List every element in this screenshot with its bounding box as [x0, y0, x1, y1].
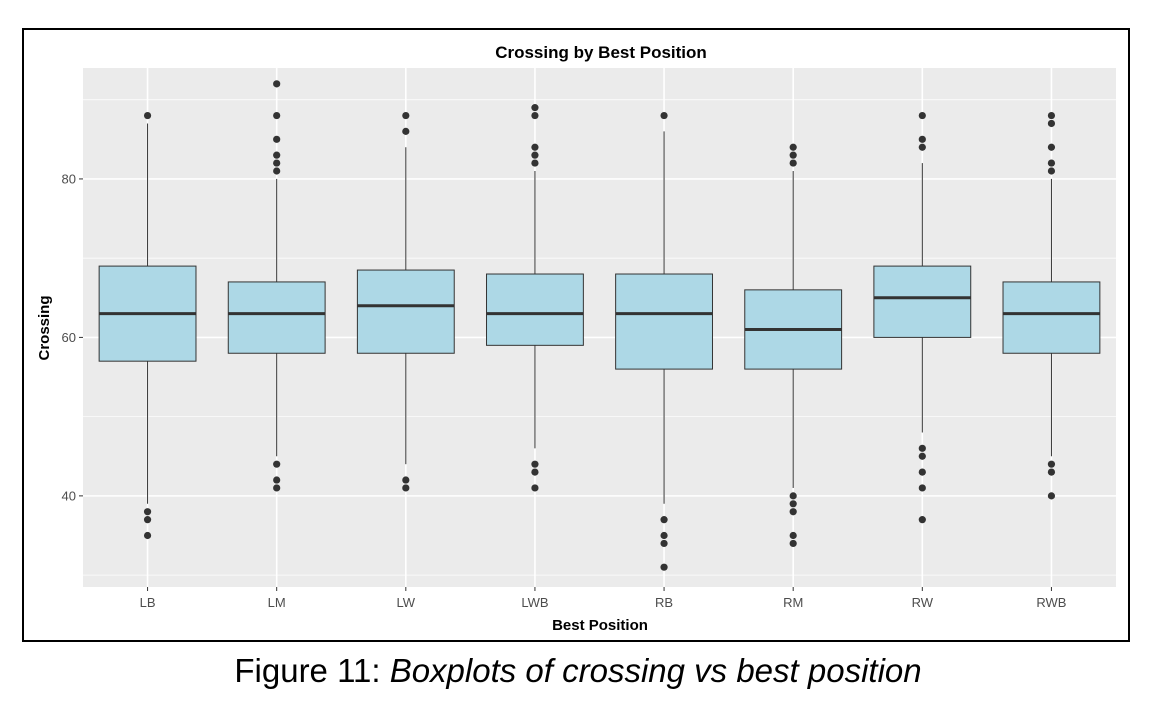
grid-minor — [83, 99, 1116, 576]
outlier-rw-1 — [918, 484, 926, 492]
x-tick-label-lw: LW — [397, 595, 416, 610]
outlier-rw-4 — [918, 444, 926, 452]
box-lw — [356, 111, 455, 492]
box-rwb — [1002, 111, 1101, 500]
outlier-lm-6 — [273, 135, 281, 143]
outlier-lwb-6 — [531, 111, 539, 120]
outlier-lwb-0 — [531, 484, 539, 492]
x-tick-label-rb: RB — [655, 595, 673, 610]
y-axis-title: Crossing — [36, 295, 53, 360]
outlier-rm-3 — [789, 500, 797, 508]
outlier-rwb-2 — [1047, 460, 1056, 468]
outlier-lm-7 — [273, 111, 281, 120]
outlier-rw-6 — [918, 135, 926, 143]
outlier-rwb-6 — [1047, 119, 1056, 128]
outlier-rw-3 — [918, 452, 926, 460]
outlier-lm-3 — [273, 167, 281, 175]
caption-italic: Boxplots of crossing vs best position — [389, 652, 922, 689]
outlier-lm-4 — [273, 159, 281, 167]
box-iqr-lw — [356, 269, 455, 354]
outlier-rm-1 — [789, 531, 797, 540]
boxes-layer — [98, 80, 1101, 571]
outlier-lw-3 — [402, 111, 410, 120]
box-lwb — [486, 104, 584, 492]
outlier-lm-2 — [273, 460, 281, 468]
outlier-lwb-5 — [531, 143, 539, 151]
outlier-rm-4 — [789, 492, 797, 500]
box-lb — [98, 111, 197, 540]
x-tick-label-lwb: LWB — [521, 595, 548, 610]
box-iqr-rwb — [1002, 281, 1101, 354]
caption-prefix: Figure 11: — [234, 652, 390, 689]
outlier-rm-2 — [789, 508, 797, 516]
outlier-lb-3 — [143, 111, 152, 120]
outlier-rm-6 — [789, 151, 797, 159]
outlier-rm-5 — [789, 159, 797, 167]
outlier-rwb-1 — [1047, 468, 1056, 476]
x-tick-label-lb: LB — [140, 595, 156, 610]
outlier-lb-2 — [143, 508, 152, 516]
outlier-rwb-5 — [1047, 143, 1056, 151]
box-iqr-lwb — [486, 273, 584, 346]
outlier-lw-0 — [402, 484, 410, 492]
outlier-lwb-2 — [531, 460, 539, 468]
box-iqr-rw — [873, 265, 972, 338]
outlier-rwb-4 — [1047, 159, 1056, 167]
outlier-rw-7 — [918, 111, 926, 120]
outlier-lm-8 — [273, 80, 281, 88]
outlier-rw-5 — [918, 143, 926, 151]
outlier-lb-1 — [143, 516, 152, 524]
y-axis: 40 60 80 — [62, 171, 83, 503]
box-rw — [873, 111, 972, 524]
outlier-lm-0 — [273, 484, 281, 492]
outlier-rwb-0 — [1047, 492, 1056, 500]
box-iqr-lm — [227, 281, 326, 354]
x-tick-label-rw: RW — [912, 595, 934, 610]
outlier-rwb-7 — [1047, 111, 1056, 120]
box-lm — [227, 80, 326, 492]
outlier-lwb-7 — [531, 104, 539, 112]
outlier-lm-1 — [273, 476, 281, 484]
x-axis: LB LM LW LWB RB RM RW RWB — [140, 587, 1066, 610]
figure-caption: Figure 11: Boxplots of crossing vs best … — [0, 652, 1156, 690]
outlier-rwb-3 — [1047, 167, 1056, 175]
x-tick-label-rwb: RWB — [1036, 595, 1066, 610]
outlier-rw-2 — [918, 468, 926, 476]
outlier-rm-0 — [789, 539, 797, 548]
x-tick-label-rm: RM — [783, 595, 803, 610]
chart-title: Crossing by Best Position — [495, 43, 707, 62]
outlier-lw-2 — [402, 127, 410, 135]
outlier-rm-7 — [789, 143, 797, 151]
outlier-lm-5 — [273, 151, 281, 159]
x-axis-title: Best Position — [552, 617, 648, 634]
outlier-rb-4 — [660, 111, 668, 120]
outlier-lwb-3 — [531, 159, 539, 167]
outlier-rw-0 — [918, 516, 926, 524]
outlier-lb-0 — [143, 531, 152, 540]
outlier-rb-1 — [660, 539, 668, 548]
y-tick-label-60: 60 — [62, 330, 76, 345]
outlier-rb-3 — [660, 516, 668, 524]
box-rb — [615, 111, 713, 571]
box-iqr-rb — [615, 273, 713, 370]
x-tick-label-lm: LM — [268, 595, 286, 610]
box-rm — [744, 143, 843, 548]
outlier-rb-2 — [660, 531, 668, 540]
outlier-rb-0 — [660, 563, 668, 571]
y-tick-label-40: 40 — [62, 488, 76, 503]
outlier-lw-1 — [402, 476, 410, 484]
outlier-lwb-4 — [531, 151, 539, 159]
y-tick-label-80: 80 — [62, 171, 76, 186]
outlier-lwb-1 — [531, 468, 539, 476]
